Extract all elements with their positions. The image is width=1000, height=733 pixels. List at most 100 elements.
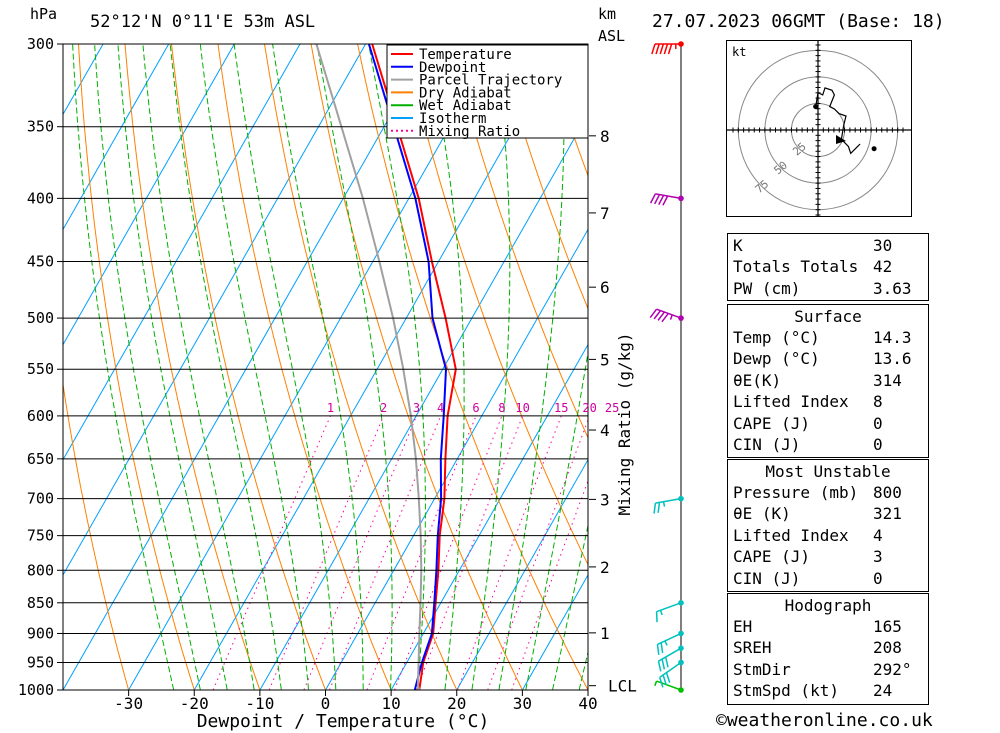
index-row: CAPE (J) 3 xyxy=(733,547,923,567)
mixing-ratio-label: 4 xyxy=(437,401,444,415)
pressure-tick-label: 500 xyxy=(27,309,54,327)
height-tick-label: 2 xyxy=(600,558,610,577)
index-row: CIN (J) 0 xyxy=(733,569,923,589)
pressure-tick-label: 900 xyxy=(27,624,54,642)
index-label: Totals Totals xyxy=(733,257,859,277)
index-value: 8 xyxy=(873,392,883,412)
index-label: Temp (°C) xyxy=(733,328,820,347)
wind-level-dot xyxy=(678,495,684,502)
pressure-tick-label: 450 xyxy=(27,253,54,271)
pressure-tick-label: 850 xyxy=(27,594,54,612)
wind-barb xyxy=(649,308,684,323)
mixing-ratio-label: 1 xyxy=(327,401,334,415)
pressure-tick-label: 950 xyxy=(27,653,54,671)
index-row: θE (K) 321 xyxy=(733,504,923,524)
mixing-ratio-label: 3 xyxy=(413,401,420,415)
mixing-ratio-line xyxy=(415,415,524,690)
temperature-tick-label: -20 xyxy=(180,694,209,713)
index-value: 208 xyxy=(873,638,902,658)
hodograph-params-box: Hodograph EH 165 SREH 208 StmDir 292° StmSpd (k… xyxy=(727,593,929,705)
index-value: 3.63 xyxy=(873,278,912,298)
wind-barb xyxy=(653,495,684,514)
wet-adiabat-line xyxy=(94,44,201,690)
index-label: SREH xyxy=(733,638,772,658)
isotherm-line xyxy=(390,343,588,690)
wind-level-dot xyxy=(678,659,684,666)
wet-adiabat-line xyxy=(316,44,393,690)
dry-adiabat-line xyxy=(357,44,588,690)
mixing-ratio-label: 25 xyxy=(605,401,619,415)
index-value: 0 xyxy=(873,435,883,454)
temperature-tick-label: 10 xyxy=(381,694,400,713)
storm-motion-dot xyxy=(871,146,877,152)
wet-adiabat-line xyxy=(169,44,282,690)
dry-adiabat-line xyxy=(124,44,261,690)
index-row: StmSpd (kt) 24 xyxy=(733,681,923,701)
dry-adiabat-line xyxy=(77,44,195,690)
index-row: CAPE (J) 0 xyxy=(733,414,923,434)
pressure-tick-label: 750 xyxy=(27,527,54,545)
asl-unit-label: ASL xyxy=(598,27,626,45)
pressure-tick-label: 1000 xyxy=(18,681,54,699)
storm-motion-arrow xyxy=(836,135,846,144)
legend-label: Dry Adiabat xyxy=(419,85,512,101)
wind-barb xyxy=(657,645,684,672)
height-tick-label: 4 xyxy=(600,421,610,440)
wind-barb xyxy=(656,630,684,655)
dry-adiabat-line xyxy=(989,7,1000,716)
index-label: Lifted Index xyxy=(733,525,849,545)
index-value: 42 xyxy=(873,257,893,277)
dry-adiabat-line xyxy=(496,44,588,310)
wet-adiabat-line xyxy=(498,44,565,690)
pressure-tick-label: 800 xyxy=(27,561,54,579)
wet-adiabat-line xyxy=(142,44,255,690)
wet-adiabat-line xyxy=(117,44,228,690)
height-tick-label: 5 xyxy=(600,350,610,369)
index-label: Lifted Index xyxy=(733,392,849,412)
mixing-ratio-label: 15 xyxy=(554,401,568,415)
parcel-trajectory-profile xyxy=(315,44,423,690)
index-value: 0 xyxy=(873,413,883,433)
legend-label: Dewpoint xyxy=(419,60,486,76)
mixing-ratio-line xyxy=(394,415,503,690)
wind-level-dot xyxy=(678,315,684,321)
isotherm-line xyxy=(63,44,367,576)
index-label: CAPE (J) xyxy=(733,413,811,433)
pressure-tick-label: 300 xyxy=(27,35,54,53)
hodograph-trace xyxy=(815,87,861,155)
index-row: Pressure (mb) 800 xyxy=(733,483,923,503)
mixing-ratio-label: 6 xyxy=(472,401,479,415)
index-label: PW (cm) xyxy=(733,278,801,298)
temperature-tick-label: -10 xyxy=(245,694,274,713)
km-unit-label: km xyxy=(598,5,617,23)
index-value: 321 xyxy=(873,504,902,524)
index-label: StmSpd (kt) xyxy=(733,681,839,701)
wind-barb xyxy=(649,193,684,206)
index-row: SREH 208 xyxy=(733,638,923,658)
hodograph-ring-label: 50 xyxy=(772,159,791,177)
wind-barb xyxy=(651,41,684,55)
legend-label: Temperature xyxy=(419,47,512,63)
index-label: Dewp (°C) xyxy=(733,349,820,369)
wet-adiabat-line xyxy=(471,44,511,690)
index-value: 13.6 xyxy=(873,349,912,369)
box-title: Surface xyxy=(794,307,862,326)
hodograph-unit-label: kt xyxy=(732,45,746,59)
index-row: Temp (°C) 14.3 xyxy=(733,328,923,348)
date-title: 27.07.2023 06GMT (Base: 18) xyxy=(652,11,945,32)
index-row: PW (cm) 3.63 xyxy=(733,279,923,299)
index-row: K 30 xyxy=(733,236,923,256)
mixing-ratio-line xyxy=(303,415,417,690)
index-value: 14.3 xyxy=(873,328,912,347)
index-label: θE (K) xyxy=(733,504,791,524)
wind-level-dot xyxy=(678,687,684,693)
wind-level-dot xyxy=(678,599,684,606)
legend-label: Parcel Trajectory xyxy=(419,73,562,89)
mixing-ratio-axis-title: Mixing Ratio (g/kg) xyxy=(615,332,634,515)
index-label: K xyxy=(733,236,743,255)
mixing-ratio-line xyxy=(212,415,331,690)
mixing-ratio-line xyxy=(366,415,477,690)
indices-box: K 30 Totals Totals 42 PW (cm) 3.63 xyxy=(727,233,929,301)
index-label: CIN (J) xyxy=(733,568,801,588)
